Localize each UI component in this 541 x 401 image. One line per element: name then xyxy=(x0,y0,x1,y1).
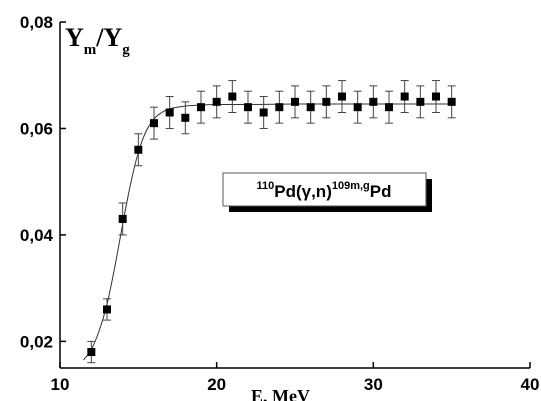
data-point xyxy=(118,214,127,223)
data-point xyxy=(181,113,190,122)
reaction-label-frame xyxy=(222,172,427,207)
x-tick-label: 40 xyxy=(521,375,540,394)
data-point xyxy=(134,145,143,154)
y-axis-title: Ym/Yg xyxy=(65,23,130,58)
x-tick-label: 10 xyxy=(51,375,70,394)
data-point xyxy=(400,92,409,101)
ticks-layer: 10 20 30 40 0,02 0,04 0,06 0,08 xyxy=(20,13,540,394)
x-tick-label: 30 xyxy=(364,375,383,394)
data-point xyxy=(259,108,268,117)
data-point xyxy=(212,97,221,106)
x-tick-label: 20 xyxy=(207,375,226,394)
data-point xyxy=(197,103,205,112)
data-point xyxy=(338,92,346,101)
y-tick-label: 0,06 xyxy=(20,119,53,138)
data-point xyxy=(306,103,315,112)
data-point xyxy=(353,103,362,112)
data-point xyxy=(275,103,284,112)
reaction-label: 110Pd(γ,n)109m,gPd xyxy=(256,180,391,201)
data-points-layer xyxy=(87,80,456,364)
data-point xyxy=(244,103,252,112)
data-point xyxy=(228,92,237,101)
reaction-label-box: 110Pd(γ,n)109m,gPd xyxy=(222,172,432,212)
data-point xyxy=(150,119,158,128)
data-point xyxy=(385,103,393,112)
data-point xyxy=(87,348,96,357)
data-point xyxy=(165,108,174,117)
data-point xyxy=(432,92,440,101)
data-point xyxy=(416,97,425,106)
data-point xyxy=(291,97,299,106)
data-point xyxy=(447,97,456,106)
data-point xyxy=(369,97,378,106)
x-axis-title: E, MeV xyxy=(251,386,310,401)
y-tick-label: 0,02 xyxy=(20,332,53,351)
y-tick-label: 0,04 xyxy=(20,226,54,245)
y-tick-label: 0,08 xyxy=(20,13,53,32)
data-point xyxy=(322,97,331,106)
data-point xyxy=(103,305,111,314)
